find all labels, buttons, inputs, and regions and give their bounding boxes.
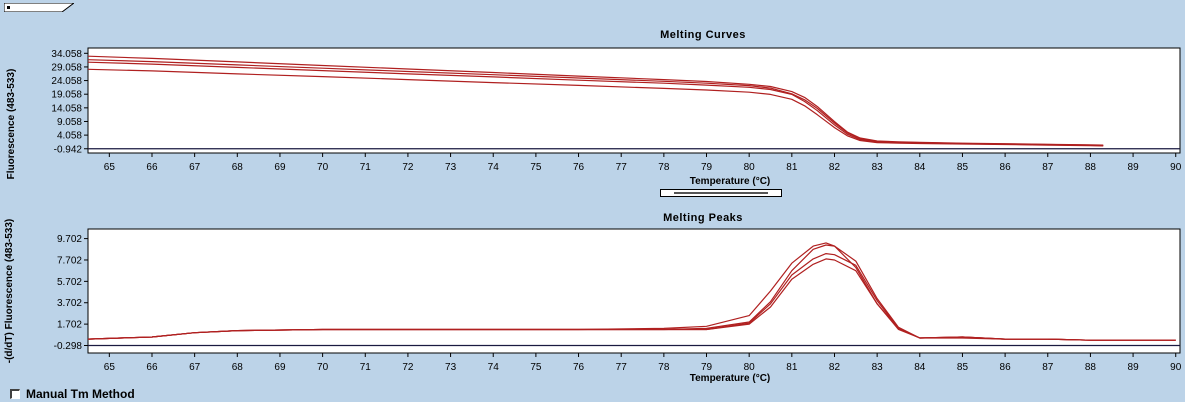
chart-splitter-handle[interactable]: [660, 189, 782, 197]
x-tick-label: 80: [744, 162, 756, 173]
y-axis: 9.702 7.702 5.702 3.702 1.702 -0.298: [54, 234, 88, 352]
x-tick-label: 86: [1000, 162, 1012, 173]
chart-title: Melting Peaks: [663, 212, 743, 224]
x-tick-label: 83: [872, 362, 884, 373]
x-tick-label: 90: [1170, 162, 1182, 173]
x-tick-label: 85: [957, 162, 969, 173]
manual-tm-checkbox[interactable]: [10, 389, 20, 399]
x-tick-label: 79: [701, 362, 713, 373]
x-tick-label: 89: [1128, 162, 1140, 173]
series-line-4: [87, 258, 1176, 341]
y-tick-label: 9.058: [57, 117, 82, 128]
tab-strip: [0, 0, 1185, 14]
x-tick-label: 67: [189, 362, 201, 373]
x-tick-label: 70: [317, 362, 329, 373]
x-tick-label: 88: [1085, 162, 1097, 173]
x-tick-label: 82: [829, 362, 841, 373]
chart-title: Melting Curves: [660, 29, 746, 41]
y-axis: 34.058 29.058 24.058 19.058 14.058 9.058 4.058…: [51, 49, 88, 155]
y-axis-label: -(d/dT) Fluorescence (483-533): [4, 219, 15, 363]
x-tick-label: 89: [1128, 362, 1140, 373]
x-tick-label: 90: [1170, 362, 1182, 373]
x-tick-label: 84: [914, 162, 926, 173]
melting-peaks-chart: Melting Peaks 9.702 7.702 5.702 3.702 1.702 -…: [4, 212, 1182, 384]
x-tick-label: 66: [146, 362, 158, 373]
series-group: [87, 242, 1176, 341]
y-tick-label: 5.702: [57, 277, 82, 288]
plot-area: [87, 47, 1181, 154]
x-tick-label: 68: [232, 162, 244, 173]
x-tick-label: 65: [104, 162, 116, 173]
x-tick-label: 74: [488, 162, 500, 173]
x-axis-label: Temperature (°C): [690, 176, 771, 187]
x-tick-label: 78: [658, 362, 670, 373]
y-tick-label: 19.058: [51, 90, 82, 101]
x-tick-label: 85: [957, 362, 969, 373]
series-group: [87, 55, 1104, 147]
y-tick-label: 24.058: [51, 76, 82, 87]
x-tick-label: 69: [274, 362, 286, 373]
x-tick-label: 76: [573, 162, 585, 173]
x-tick-label: 72: [402, 162, 414, 173]
x-tick-label: 74: [488, 362, 500, 373]
x-tick-label: 65: [104, 362, 116, 373]
x-tick-label: 77: [616, 362, 628, 373]
y-tick-label: 14.058: [51, 103, 82, 114]
x-axis: 65 66 67 68 69 70 71 72 73 74 75 76 77 78 79 80 81 82 83 84…: [104, 153, 1182, 173]
y-tick-label: 1.702: [57, 320, 82, 331]
x-tick-label: 81: [786, 362, 798, 373]
x-axis: 65 66 67 68 69 70 71 72 73 74 75 76 77 78 79 80 81 82 83 84…: [104, 353, 1182, 373]
x-tick-label: 84: [914, 362, 926, 373]
footer: Manual Tm Method: [10, 387, 135, 401]
x-tick-label: 87: [1042, 362, 1054, 373]
x-tick-label: 82: [829, 162, 841, 173]
x-tick-label: 71: [360, 362, 372, 373]
y-tick-label: -0.942: [54, 144, 83, 155]
y-tick-label: 7.702: [57, 255, 82, 266]
x-tick-label: 69: [274, 162, 286, 173]
plot-area: [87, 228, 1181, 354]
x-tick-label: 72: [402, 362, 414, 373]
x-tick-label: 75: [530, 362, 542, 373]
x-tick-label: 68: [232, 362, 244, 373]
manual-tm-label: Manual Tm Method: [26, 387, 135, 401]
x-tick-label: 73: [445, 362, 457, 373]
x-tick-label: 83: [872, 162, 884, 173]
y-tick-label: 9.702: [57, 234, 82, 245]
x-tick-label: 76: [573, 362, 585, 373]
x-tick-label: 71: [360, 162, 372, 173]
series-line-4: [87, 68, 1104, 147]
x-tick-label: 87: [1042, 162, 1054, 173]
x-tick-label: 86: [1000, 362, 1012, 373]
x-tick-label: 73: [445, 162, 457, 173]
melting-curves-chart: Melting Curves 34.058 29.058 24.058 19.058 1…: [6, 29, 1182, 187]
x-tick-label: 79: [701, 162, 713, 173]
x-tick-label: 80: [744, 362, 756, 373]
x-tick-label: 66: [146, 162, 158, 173]
panel-tab-handle[interactable]: [4, 3, 74, 12]
y-axis-label: Fluorescence (483-533): [6, 69, 17, 180]
x-tick-label: 78: [658, 162, 670, 173]
x-tick-label: 81: [786, 162, 798, 173]
x-tick-label: 67: [189, 162, 201, 173]
y-tick-label: 4.058: [57, 131, 82, 142]
x-tick-label: 88: [1085, 362, 1097, 373]
x-tick-label: 75: [530, 162, 542, 173]
y-tick-label: 34.058: [51, 49, 82, 60]
y-tick-label: 29.058: [51, 62, 82, 73]
x-axis-label: Temperature (°C): [690, 373, 771, 384]
y-tick-label: 3.702: [57, 298, 82, 309]
y-tick-label: -0.298: [54, 341, 83, 352]
x-tick-label: 77: [616, 162, 628, 173]
x-tick-label: 70: [317, 162, 329, 173]
tab-handle-dot-icon: [7, 6, 10, 9]
